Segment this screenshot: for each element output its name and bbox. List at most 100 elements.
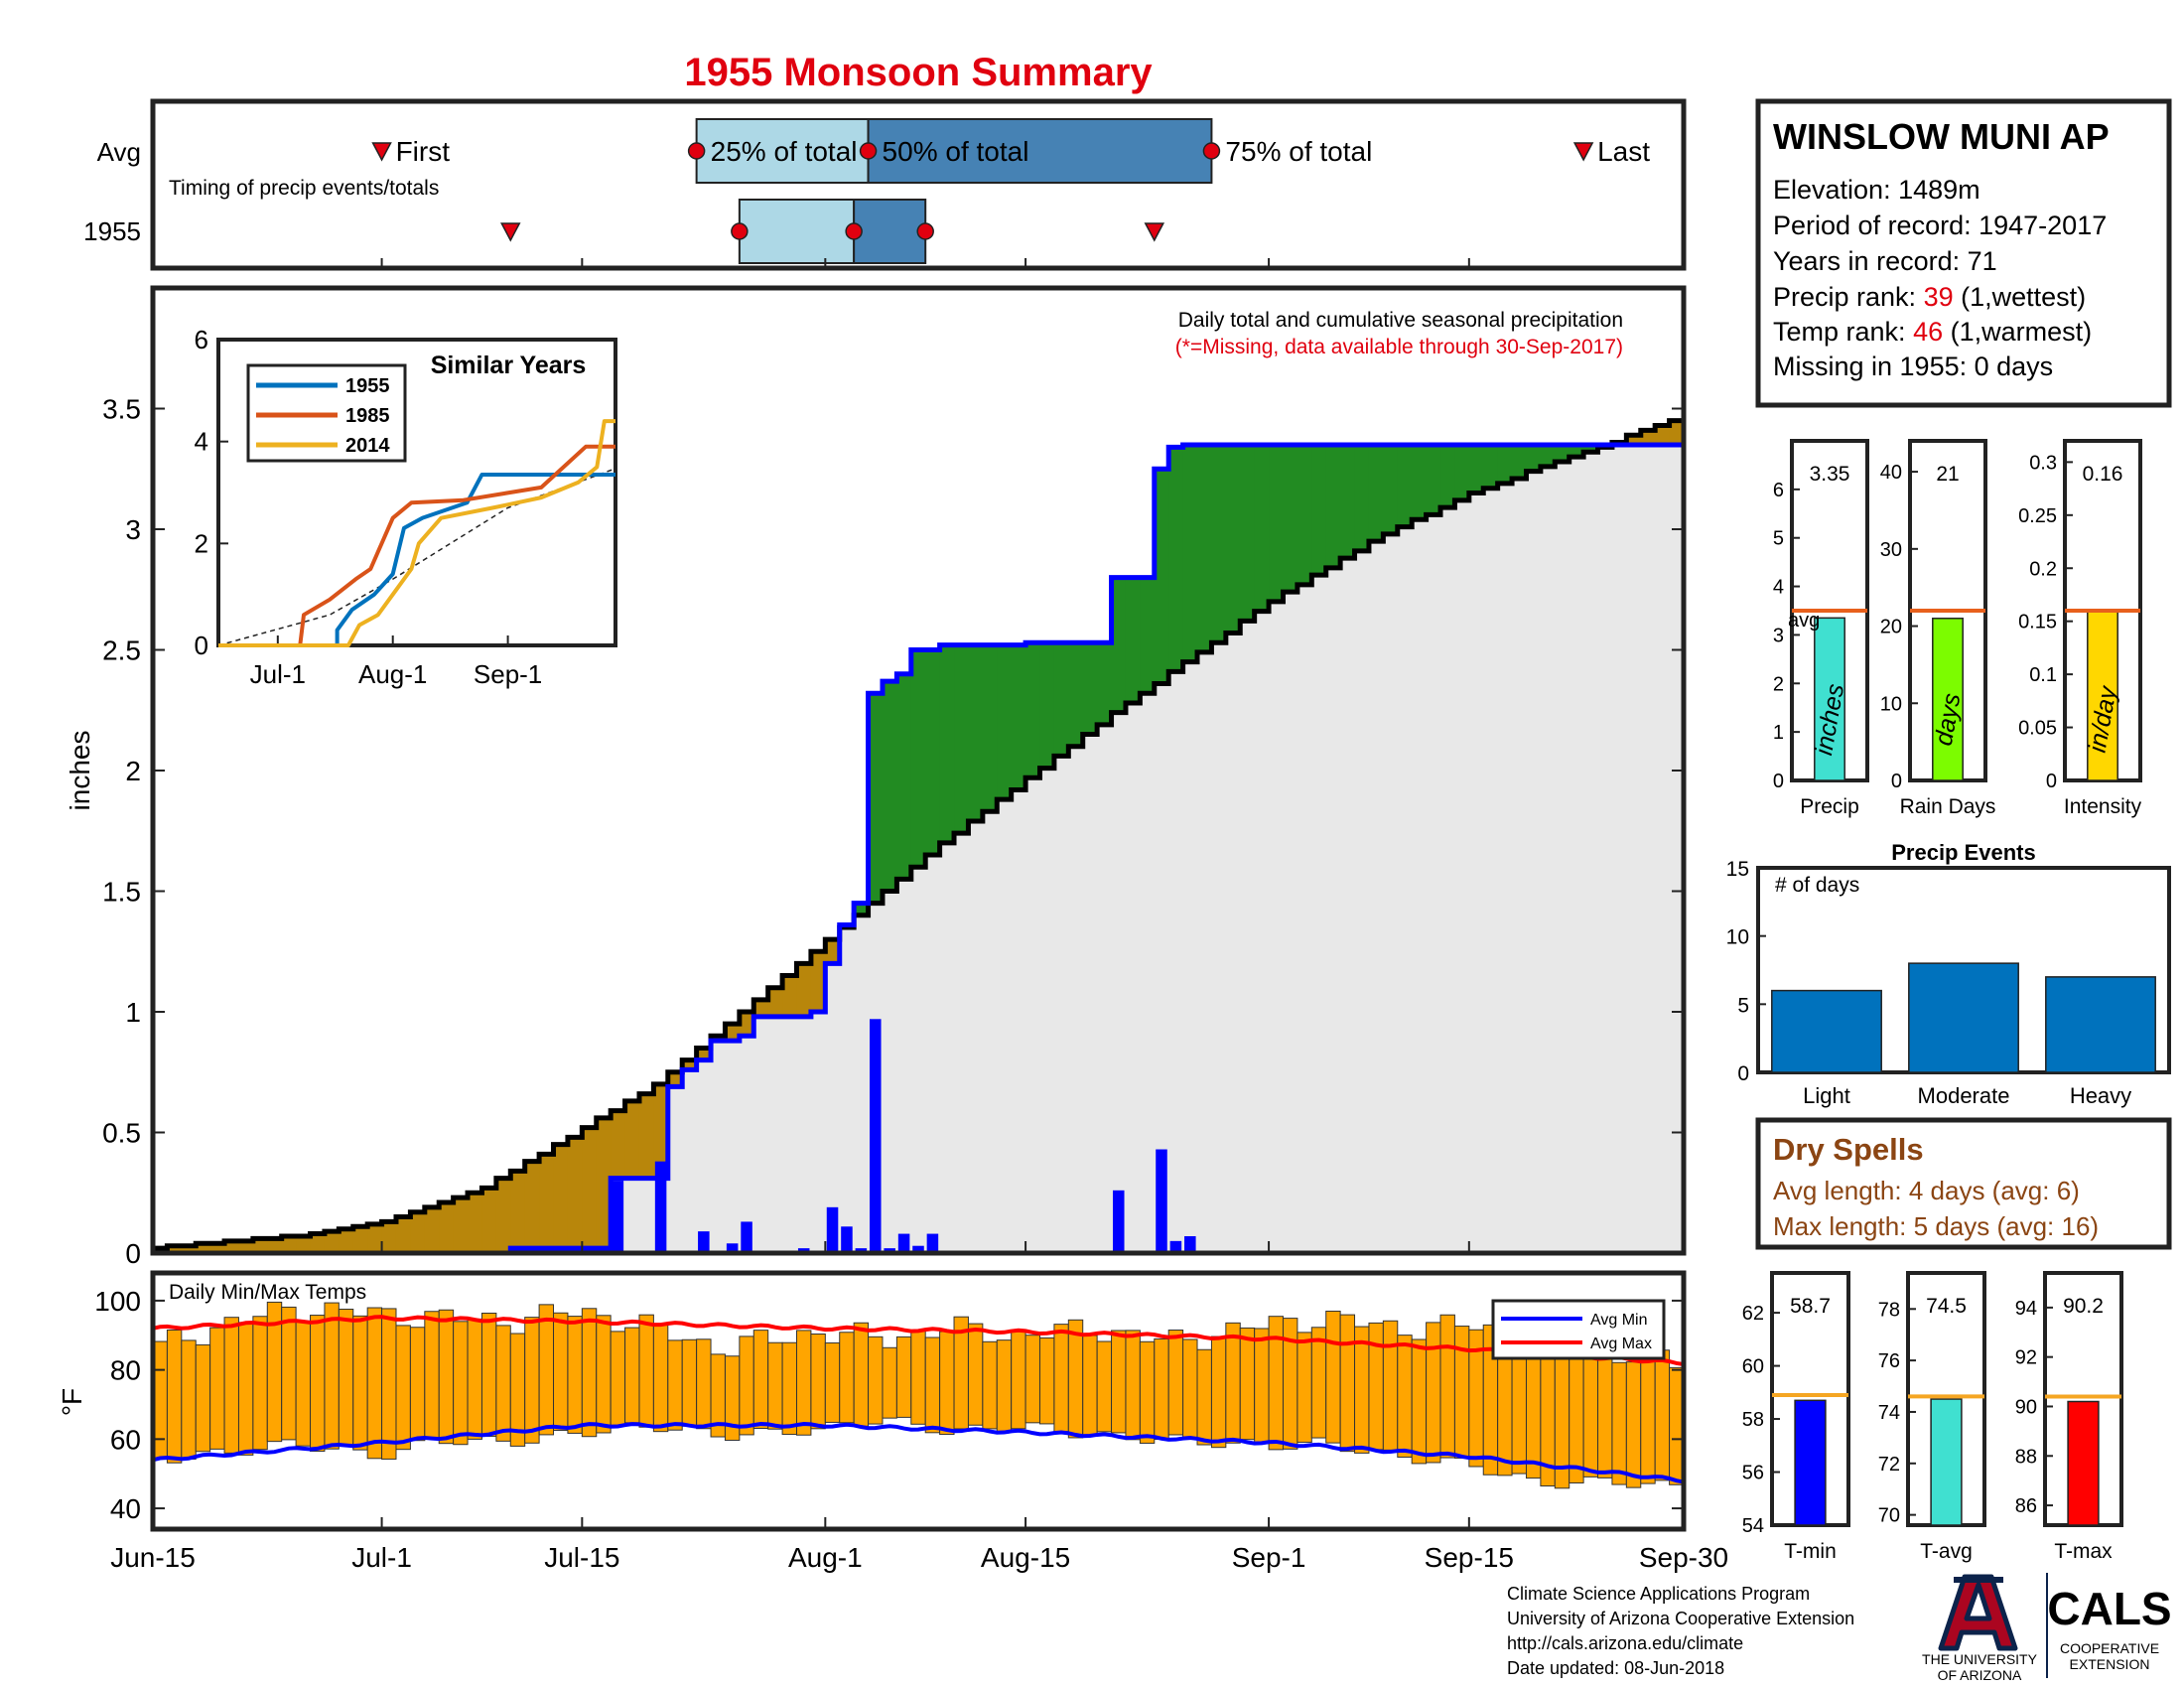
temp-range-bar bbox=[739, 1336, 754, 1436]
summary-y-tick-label: 6 bbox=[1773, 480, 1784, 501]
base-fill bbox=[1583, 452, 1599, 1253]
timing-row-year: 1955 bbox=[83, 216, 141, 246]
temp-range-bar bbox=[209, 1327, 225, 1450]
inset-x-tick-label: Aug-1 bbox=[358, 659, 427, 689]
temp-range-bar bbox=[1640, 1346, 1656, 1484]
base-fill bbox=[1140, 693, 1156, 1253]
below-avg-fill bbox=[453, 1197, 469, 1253]
above-avg-fill bbox=[896, 673, 912, 880]
temp-y-tick-label: 40 bbox=[110, 1493, 141, 1524]
base-fill bbox=[1454, 499, 1470, 1254]
events-y-tick-label: 10 bbox=[1726, 926, 1749, 949]
daily-precip-bar bbox=[726, 1243, 739, 1253]
below-avg-fill bbox=[267, 1238, 283, 1253]
inset-axes: 0 2 4 6 Jul-1 Aug-1 Sep-1 bbox=[195, 325, 543, 689]
main-y-tick-label: 1 bbox=[125, 997, 141, 1028]
inset-series-1955 bbox=[218, 473, 615, 647]
daily-precip-bar bbox=[1156, 1149, 1167, 1253]
temp-range-bar bbox=[1254, 1328, 1270, 1445]
temp-range-bar bbox=[967, 1323, 984, 1426]
summary-y-tick-label: 0.1 bbox=[2029, 664, 2057, 686]
ua-text-2: OF ARIZONA bbox=[1938, 1667, 2022, 1683]
temp-range-bar bbox=[195, 1343, 211, 1453]
daily-precip-bar bbox=[912, 1245, 924, 1253]
daily-precip-bar bbox=[1169, 1240, 1182, 1253]
temp-range-bar bbox=[295, 1321, 312, 1447]
summary-y-tick-label: 72 bbox=[1878, 1454, 1900, 1476]
below-avg-fill bbox=[481, 1188, 497, 1253]
temp-range-bar bbox=[1125, 1330, 1141, 1441]
base-fill bbox=[882, 891, 897, 1253]
temp-y-tick-label: 60 bbox=[110, 1424, 141, 1455]
year-last-marker bbox=[1144, 222, 1165, 242]
below-avg-fill bbox=[524, 1161, 540, 1249]
below-avg-fill bbox=[667, 1071, 683, 1087]
temp-range-bar bbox=[667, 1339, 683, 1431]
below-avg-fill bbox=[682, 1059, 698, 1070]
temp-plot-frame bbox=[150, 1270, 1687, 1532]
cals-coop-2: EXTENSION bbox=[2070, 1656, 2150, 1672]
below-avg-fill bbox=[696, 1048, 712, 1060]
temp-range-bar bbox=[381, 1308, 397, 1460]
base-fill bbox=[1297, 584, 1312, 1253]
below-avg-fill bbox=[495, 1178, 511, 1253]
avg-50-label: 50% of total bbox=[883, 136, 1029, 167]
temp-range-bar bbox=[581, 1308, 598, 1438]
dry-spells-max: Max length: 5 days (avg: 16) bbox=[1773, 1211, 2099, 1241]
temp-range-bar bbox=[1411, 1338, 1428, 1465]
base-fill bbox=[667, 1086, 683, 1253]
summary-y-tick-label: 1 bbox=[1773, 722, 1784, 744]
base-fill bbox=[1283, 592, 1298, 1253]
temp-range-bar bbox=[1339, 1314, 1356, 1453]
base-fill bbox=[1225, 633, 1241, 1253]
below-avg-fill bbox=[539, 1154, 555, 1249]
temp-range-bar bbox=[939, 1331, 955, 1436]
station-missing: Missing in 1955: 0 days bbox=[1773, 352, 2053, 381]
temp-range-bar bbox=[310, 1315, 326, 1452]
events-y-label: # of days bbox=[1775, 874, 1859, 897]
below-avg-fill bbox=[339, 1228, 354, 1253]
base-fill bbox=[1397, 526, 1413, 1253]
summary-y-tick-label: 56 bbox=[1742, 1463, 1764, 1484]
inset-legend-label: 1985 bbox=[345, 405, 390, 427]
timing-panel: First 25% of total 50% of total 75% of tota… bbox=[83, 98, 1687, 271]
base-fill bbox=[1111, 712, 1127, 1253]
above-avg-fill bbox=[1011, 644, 1026, 790]
figure-title: 1955 Monsoon Summary bbox=[684, 51, 1153, 94]
below-avg-fill bbox=[796, 963, 812, 1017]
summary-panel-title: T-min bbox=[1784, 1540, 1837, 1563]
below-avg-fill bbox=[281, 1235, 297, 1253]
precip-events-chart: Light Moderate Heavy 0 5 10 15 Precip Events #… bbox=[1726, 840, 2171, 1108]
temp-range-bar bbox=[1582, 1347, 1599, 1477]
temp-range-bar bbox=[638, 1314, 654, 1428]
x-tick-label: Sep-1 bbox=[1232, 1542, 1306, 1573]
temp-range-bar bbox=[1139, 1340, 1156, 1444]
year-50-marker bbox=[845, 222, 863, 240]
event-bar bbox=[1771, 989, 1882, 1073]
date-x-ticks: Jun-15 Jul-1 Jul-15 Aug-1 Aug-15 Sep-1 Sep-15 S… bbox=[110, 258, 1728, 1573]
above-avg-fill bbox=[1283, 444, 1298, 593]
base-fill bbox=[638, 1178, 654, 1253]
x-tick-label: Sep-30 bbox=[1639, 1542, 1728, 1573]
temp-range-bar bbox=[1439, 1314, 1455, 1459]
avg-max-line bbox=[152, 1315, 1685, 1367]
summary-y-tick-label: 86 bbox=[2015, 1495, 2037, 1517]
below-avg-fill bbox=[767, 987, 783, 1017]
below-avg-fill bbox=[367, 1223, 383, 1253]
legend-avg-min: Avg Min bbox=[1590, 1312, 1648, 1329]
base-fill bbox=[896, 879, 912, 1253]
timing-caption: Timing of precip events/totals bbox=[169, 177, 439, 200]
summary-panel-1: 74.5 70 72 74 76 78 T-avg bbox=[1878, 1271, 1986, 1563]
summary-panel-title: Rain Days bbox=[1900, 795, 1996, 818]
above-avg-fill bbox=[1383, 444, 1399, 534]
dry-spells-avg: Avg length: 4 days (avg: 6) bbox=[1773, 1176, 2080, 1205]
events-y-tick-label: 5 bbox=[1737, 994, 1749, 1017]
above-avg-fill bbox=[910, 649, 926, 868]
base-fill bbox=[1383, 533, 1399, 1253]
base-fill bbox=[1640, 444, 1656, 1253]
year-first-marker bbox=[500, 222, 521, 242]
avg-75-label: 75% of total bbox=[1225, 136, 1372, 167]
above-avg-fill bbox=[1555, 444, 1570, 462]
base-fill bbox=[1240, 621, 1256, 1253]
daily-precip-bar bbox=[698, 1231, 710, 1253]
